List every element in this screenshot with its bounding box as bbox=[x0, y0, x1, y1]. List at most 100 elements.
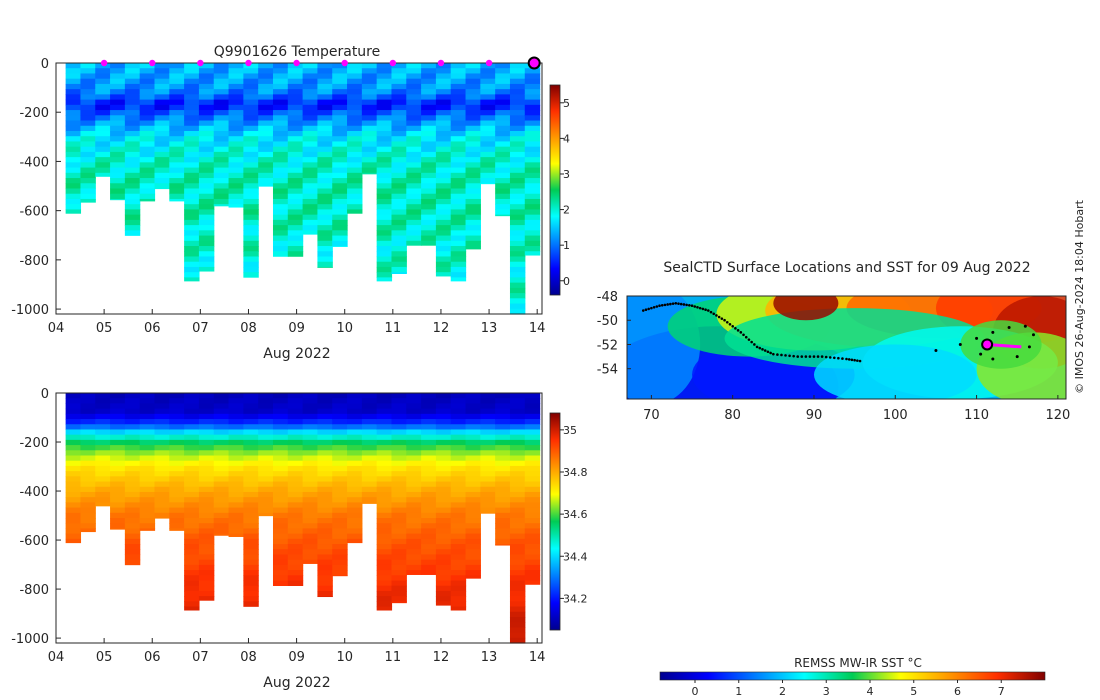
profile-cell bbox=[302, 219, 319, 226]
profile-cell bbox=[213, 157, 230, 163]
profile-cell bbox=[435, 507, 452, 514]
profile-cell bbox=[480, 439, 496, 446]
profile-cell bbox=[465, 209, 481, 216]
profile-cell bbox=[228, 172, 244, 179]
profile-cell bbox=[391, 471, 407, 477]
profile-cell bbox=[65, 455, 82, 462]
track-point bbox=[1023, 324, 1027, 328]
profile-cell bbox=[465, 403, 481, 410]
y-tick-label: -400 bbox=[19, 155, 49, 170]
profile-cell bbox=[435, 544, 452, 550]
profile-cell bbox=[110, 178, 126, 184]
profile-cell bbox=[139, 110, 156, 116]
profile-cell bbox=[65, 486, 82, 493]
profile-cell bbox=[391, 564, 407, 571]
profile-cell bbox=[524, 518, 541, 524]
profile-cell bbox=[95, 78, 111, 85]
profile-cell bbox=[95, 471, 111, 477]
profile-cell bbox=[317, 125, 333, 132]
profile-cell bbox=[391, 162, 407, 169]
profile-column bbox=[391, 393, 407, 604]
y-tick-label: -600 bbox=[19, 534, 49, 549]
profile-cell bbox=[139, 439, 156, 446]
profile-cell bbox=[495, 120, 511, 127]
profile-cell bbox=[524, 110, 541, 116]
profile-cell bbox=[95, 481, 111, 488]
profile-cell bbox=[272, 73, 289, 80]
profile-cell bbox=[124, 554, 141, 561]
profile-cell bbox=[302, 523, 319, 530]
profile-cell bbox=[406, 141, 422, 148]
profile-cell bbox=[65, 523, 82, 530]
profile-cell bbox=[435, 73, 452, 80]
profile-cell bbox=[80, 465, 96, 472]
profile-cell bbox=[169, 471, 185, 477]
profile-cell bbox=[258, 486, 274, 493]
profile-cell bbox=[465, 73, 481, 80]
profile-cell bbox=[391, 486, 407, 493]
profile-cell bbox=[391, 398, 407, 405]
profile-cell bbox=[347, 63, 363, 69]
profile-cell bbox=[495, 198, 511, 205]
profile-cell bbox=[376, 507, 393, 514]
profile-cell bbox=[302, 450, 319, 457]
profile-column bbox=[302, 393, 319, 564]
profile-cell bbox=[361, 151, 378, 158]
profile-cell bbox=[450, 471, 467, 477]
profile-cell bbox=[495, 204, 511, 211]
profile-cell bbox=[435, 424, 452, 431]
profile-cell bbox=[332, 94, 348, 101]
track-point bbox=[666, 303, 669, 306]
profile-cell bbox=[421, 94, 437, 101]
profile-cell bbox=[509, 476, 526, 483]
profile-cell bbox=[509, 63, 526, 69]
profile-cell bbox=[213, 455, 230, 462]
profile-column bbox=[169, 63, 185, 202]
profile-cell bbox=[154, 151, 170, 158]
y-tick-label: -800 bbox=[19, 254, 49, 269]
profile-cell bbox=[139, 424, 156, 431]
profile-cell bbox=[495, 73, 511, 80]
profile-cell bbox=[110, 424, 126, 431]
profile-cell bbox=[124, 533, 141, 540]
profile-cell bbox=[509, 214, 526, 221]
profile-cell bbox=[80, 130, 96, 137]
profile-cell bbox=[524, 429, 541, 436]
profile-cell bbox=[495, 523, 511, 530]
profile-cell bbox=[124, 393, 141, 399]
profile-cell bbox=[361, 486, 378, 493]
profile-cell bbox=[406, 110, 422, 116]
profile-cell bbox=[169, 413, 185, 420]
profile-cell bbox=[169, 507, 185, 514]
profile-cell bbox=[272, 518, 289, 524]
profile-cell bbox=[228, 403, 244, 410]
profile-cell bbox=[287, 439, 304, 446]
profile-cell bbox=[391, 266, 407, 273]
profile-cell bbox=[465, 549, 481, 556]
profile-cell bbox=[110, 94, 126, 101]
profile-cell bbox=[302, 445, 319, 451]
profile-cell bbox=[465, 68, 481, 75]
profile-cell bbox=[169, 528, 185, 531]
profile-cell bbox=[124, 193, 141, 200]
profile-cell bbox=[332, 538, 348, 545]
profile-cell bbox=[139, 162, 156, 169]
profile-cell bbox=[198, 575, 215, 582]
profile-cell bbox=[480, 465, 496, 472]
profile-cell bbox=[272, 497, 289, 503]
track-point bbox=[655, 305, 659, 308]
profile-cell bbox=[198, 434, 215, 441]
profile-cell bbox=[495, 63, 511, 69]
profile-cell bbox=[302, 104, 319, 111]
profile-cell bbox=[465, 104, 481, 111]
profile-cell bbox=[509, 240, 526, 247]
profile-cell bbox=[213, 178, 230, 184]
profile-cell bbox=[465, 393, 481, 399]
profile-cell bbox=[198, 554, 215, 561]
profile-cell bbox=[124, 445, 141, 451]
profile-cell bbox=[154, 481, 170, 488]
current-surface-marker bbox=[527, 56, 541, 70]
profile-cell bbox=[139, 502, 156, 509]
profile-cell bbox=[435, 419, 452, 425]
profile-cell bbox=[450, 518, 467, 524]
